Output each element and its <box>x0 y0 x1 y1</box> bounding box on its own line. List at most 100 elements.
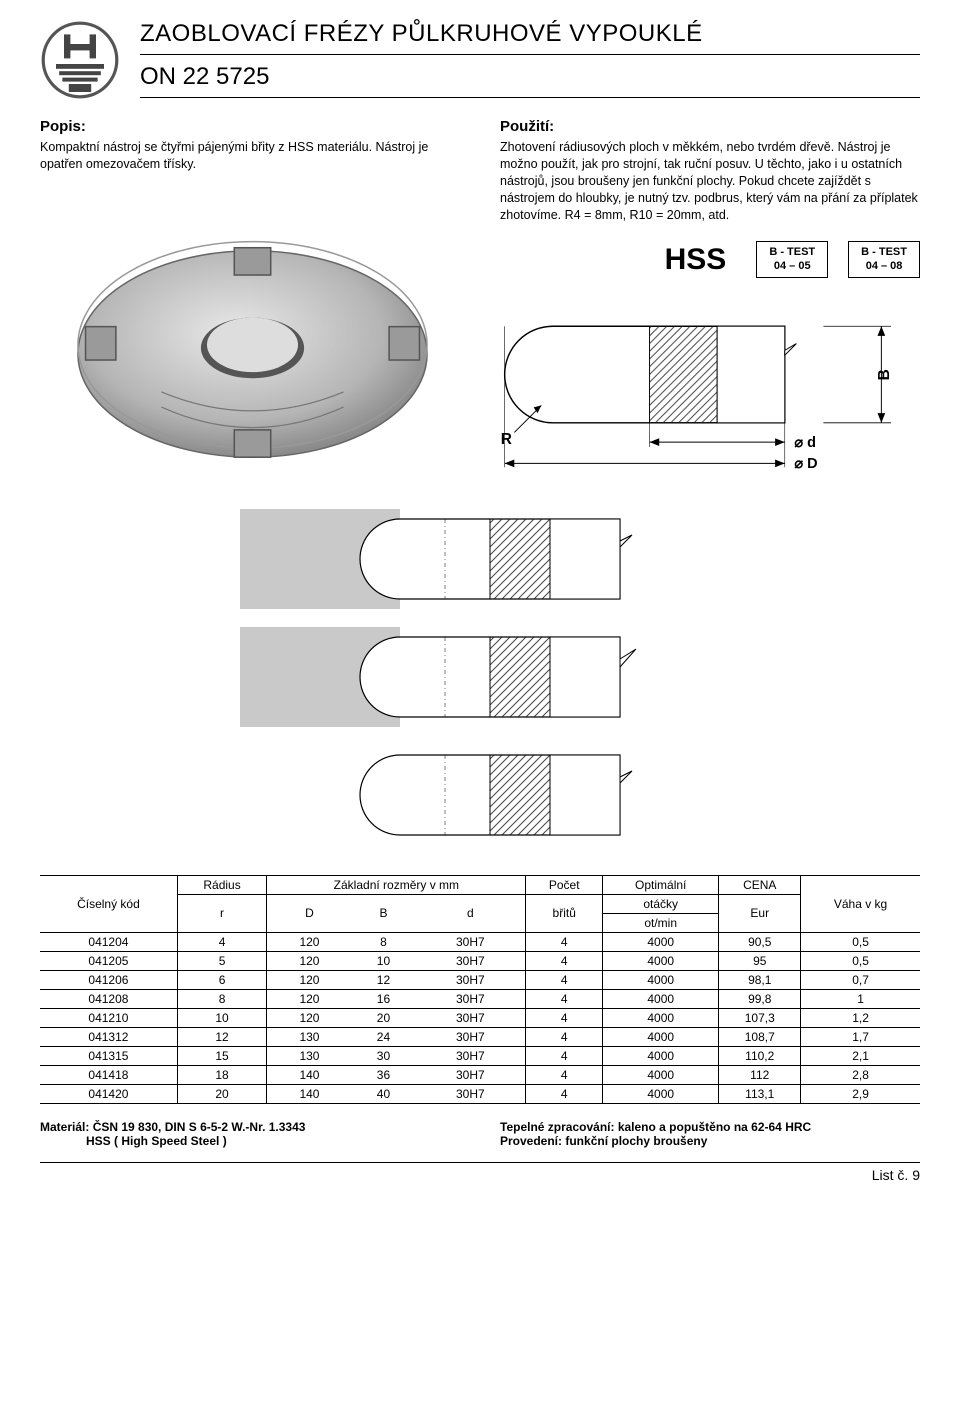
table-cell: 15 <box>177 1046 266 1065</box>
th-d: d <box>415 894 526 932</box>
table-cell: 12 <box>352 970 416 989</box>
table-cell: 30H7 <box>415 951 526 970</box>
th-price: CENA <box>719 875 801 894</box>
cutter-photo <box>40 241 465 451</box>
table-cell: 041420 <box>40 1084 177 1103</box>
table-cell: 140 <box>267 1065 352 1084</box>
table-cell: 4 <box>526 951 603 970</box>
mat-val: ČSN 19 830, DIN S 6-5-2 W.-Nr. 1.3343 <box>93 1120 306 1134</box>
hss-label: HSS <box>665 243 727 277</box>
dim-B: B <box>876 369 893 380</box>
table-cell: 98,1 <box>719 970 801 989</box>
table-cell: 0,7 <box>801 970 920 989</box>
th-rpm-sub: ot/min <box>602 913 718 932</box>
table-cell: 110,2 <box>719 1046 801 1065</box>
th-radius: Rádius <box>177 875 266 894</box>
footer-material: Materiál: ČSN 19 830, DIN S 6-5-2 W.-Nr.… <box>40 1120 460 1148</box>
table-cell: 4000 <box>602 1027 718 1046</box>
page-subtitle: ON 22 5725 <box>140 63 920 98</box>
table-cell: 10 <box>352 951 416 970</box>
table-cell: 1 <box>801 989 920 1008</box>
test2-line2: 04 – 08 <box>861 260 907 273</box>
table-cell: 4 <box>526 1084 603 1103</box>
th-r: r <box>177 894 266 932</box>
th-dims: Základní rozměry v mm <box>267 875 526 894</box>
table-cell: 6 <box>177 970 266 989</box>
th-weight: Váha v kg <box>801 875 920 932</box>
table-cell: 4 <box>526 970 603 989</box>
table-cell: 30H7 <box>415 1065 526 1084</box>
table-cell: 041204 <box>40 932 177 951</box>
table-cell: 36 <box>352 1065 416 1084</box>
table-cell: 4000 <box>602 1046 718 1065</box>
th-code: Číselný kód <box>40 875 177 932</box>
table-row: 04120551201030H744000950,5 <box>40 951 920 970</box>
dimension-drawing: R B ⌀ d ⌀ D <box>495 294 920 484</box>
table-cell: 107,3 <box>719 1008 801 1027</box>
table-cell: 4 <box>526 932 603 951</box>
page-number: List č. 9 <box>40 1162 920 1183</box>
table-cell: 99,8 <box>719 989 801 1008</box>
table-cell: 0,5 <box>801 951 920 970</box>
table-cell: 18 <box>177 1065 266 1084</box>
table-cell: 30H7 <box>415 1027 526 1046</box>
table-cell: 140 <box>267 1084 352 1103</box>
table-cell: 95 <box>719 951 801 970</box>
table-cell: 130 <box>267 1046 352 1065</box>
table-cell: 30H7 <box>415 970 526 989</box>
table-cell: 40 <box>352 1084 416 1103</box>
table-cell: 4000 <box>602 951 718 970</box>
table-cell: 120 <box>267 989 352 1008</box>
mat-sub: HSS ( High Speed Steel ) <box>86 1134 227 1148</box>
table-cell: 4 <box>177 932 266 951</box>
table-cell: 4000 <box>602 932 718 951</box>
table-cell: 4000 <box>602 1065 718 1084</box>
table-cell: 4 <box>526 1065 603 1084</box>
table-cell: 2,1 <box>801 1046 920 1065</box>
mat-label: Materiál: <box>40 1120 93 1134</box>
table-cell: 20 <box>177 1084 266 1103</box>
table-cell: 90,5 <box>719 932 801 951</box>
table-cell: 30H7 <box>415 1084 526 1103</box>
table-row: 041420201404030H744000113,12,9 <box>40 1084 920 1103</box>
table-row: 041418181403630H7440001122,8 <box>40 1065 920 1084</box>
table-cell: 30H7 <box>415 989 526 1008</box>
th-count: Počet <box>526 875 603 894</box>
table-cell: 24 <box>352 1027 416 1046</box>
table-row: 041312121302430H744000108,71,7 <box>40 1027 920 1046</box>
table-cell: 4 <box>526 989 603 1008</box>
test1-line1: B - TEST <box>769 246 815 259</box>
table-cell: 4000 <box>602 1008 718 1027</box>
footer-heat: Tepelné zpracování: kaleno a popuštěno n… <box>500 1120 920 1148</box>
table-cell: 10 <box>177 1008 266 1027</box>
table-cell: 041210 <box>40 1008 177 1027</box>
table-cell: 0,5 <box>801 932 920 951</box>
table-cell: 120 <box>267 970 352 989</box>
heat-label: Tepelné zpracování: <box>500 1120 618 1134</box>
table-cell: 120 <box>267 932 352 951</box>
pouziti-heading: Použití: <box>500 118 920 135</box>
table-cell: 120 <box>267 1008 352 1027</box>
table-row: 041210101202030H744000107,31,2 <box>40 1008 920 1027</box>
table-cell: 4000 <box>602 970 718 989</box>
popis-text: Kompaktní nástroj se čtyřmi pájenými bři… <box>40 139 460 173</box>
table-row: 04120881201630H74400099,81 <box>40 989 920 1008</box>
table-cell: 16 <box>352 989 416 1008</box>
th-rpm-mid: otáčky <box>602 894 718 913</box>
table-cell: 1,2 <box>801 1008 920 1027</box>
test1-line2: 04 – 05 <box>769 260 815 273</box>
th-price-sub: Eur <box>719 894 801 932</box>
th-D: D <box>267 894 352 932</box>
dim-D: ⌀ D <box>794 456 817 472</box>
table-cell: 8 <box>177 989 266 1008</box>
table-cell: 041315 <box>40 1046 177 1065</box>
th-B: B <box>352 894 416 932</box>
table-cell: 2,9 <box>801 1084 920 1103</box>
dim-R: R <box>501 431 512 448</box>
test-box-2: B - TEST 04 – 08 <box>848 241 920 277</box>
table-cell: 1,7 <box>801 1027 920 1046</box>
table-cell: 041205 <box>40 951 177 970</box>
finish-label: Provedení: <box>500 1134 565 1148</box>
table-cell: 4 <box>526 1008 603 1027</box>
pouziti-text: Zhotovení rádiusových ploch v měkkém, ne… <box>500 139 920 223</box>
